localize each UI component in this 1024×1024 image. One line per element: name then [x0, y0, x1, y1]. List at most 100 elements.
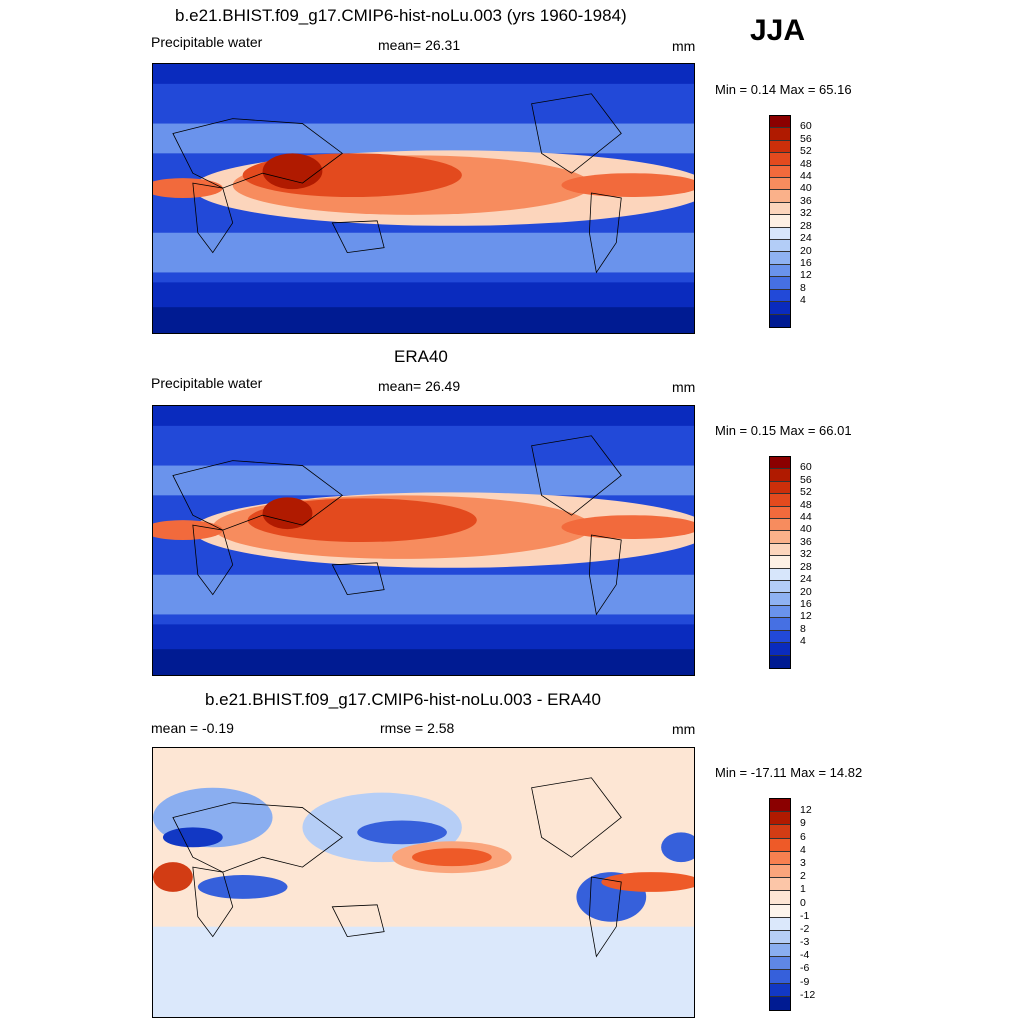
colorbar-tick-label: 28 [800, 560, 812, 573]
panel1-variable-label: Precipitable water [151, 34, 263, 50]
colorbar-segment [770, 190, 790, 203]
colorbar-tick-label: 52 [800, 145, 812, 158]
panel2-colorbar [769, 456, 791, 669]
panel1-minmax: Min = 0.14 Max = 65.16 [715, 82, 852, 97]
colorbar-tick-label: 24 [800, 573, 812, 586]
colorbar-segment [770, 469, 790, 482]
panel3-units-label: mm [672, 721, 696, 737]
colorbar-tick-label: 60 [800, 461, 812, 474]
colorbar-tick-label: 9 [800, 817, 806, 830]
colorbar-segment [770, 618, 790, 631]
colorbar-tick-label: 48 [800, 498, 812, 511]
colorbar-segment [770, 227, 790, 241]
colorbar-segment [770, 593, 790, 606]
colorbar-tick-label: -1 [800, 909, 810, 922]
colorbar-segment [770, 202, 790, 216]
colorbar-tick-label: 20 [800, 585, 812, 598]
colorbar-segment [770, 825, 790, 839]
colorbar-tick-label: 6 [800, 830, 806, 843]
colorbar-tick-label: 2 [800, 870, 806, 883]
colorbar-tick-label: -12 [800, 988, 816, 1001]
colorbar-segment [770, 252, 790, 265]
colorbar-tick-label: -3 [800, 936, 810, 949]
colorbar-tick-label: 16 [800, 597, 812, 610]
colorbar-segment [770, 605, 790, 619]
colorbar-segment [770, 519, 790, 532]
colorbar-segment [770, 655, 790, 668]
colorbar-tick-label: 56 [800, 132, 812, 145]
colorbar-tick-label: 40 [800, 523, 812, 536]
colorbar-tick-label: 12 [800, 269, 812, 282]
colorbar-segment [770, 302, 790, 315]
panel2-units-label: mm [672, 379, 696, 395]
colorbar-tick-label: 32 [800, 207, 812, 220]
colorbar-tick-label: 3 [800, 856, 806, 869]
colorbar-segment [770, 878, 790, 892]
colorbar-tick-label: 40 [800, 182, 812, 195]
colorbar-tick-label: 8 [800, 622, 806, 635]
panel1-colorbar [769, 115, 791, 328]
colorbar-tick-label: 1 [800, 883, 806, 896]
colorbar-segment [770, 864, 790, 879]
colorbar-segment [770, 917, 790, 931]
colorbar-segment [770, 314, 790, 327]
colorbar-tick-label: -9 [800, 975, 810, 988]
panel3-title: b.e21.BHIST.f09_g17.CMIP6-hist-noLu.003 … [205, 690, 601, 709]
colorbar-segment [770, 799, 790, 813]
colorbar-tick-label: 44 [800, 170, 812, 183]
panel2-minmax: Min = 0.15 Max = 66.01 [715, 423, 852, 438]
colorbar-segment [770, 957, 790, 971]
panel3-minmax: Min = -17.11 Max = 14.82 [715, 765, 863, 780]
panel3-map-svg [153, 748, 694, 1017]
colorbar-tick-label: 12 [800, 610, 812, 623]
colorbar-tick-label: -2 [800, 922, 810, 935]
panel2-map-svg [153, 406, 694, 675]
colorbar-tick-label: 36 [800, 194, 812, 207]
colorbar-segment [770, 264, 790, 278]
colorbar-tick-label: 8 [800, 281, 806, 294]
colorbar-tick-label: 36 [800, 535, 812, 548]
colorbar-tick-label: -4 [800, 949, 810, 962]
colorbar-tick-label: 4 [800, 635, 806, 648]
colorbar-segment [770, 944, 790, 958]
panel3-rmse-label: rmse = 2.58 [380, 720, 455, 736]
panel1-title: b.e21.BHIST.f09_g17.CMIP6-hist-noLu.003 … [175, 6, 627, 25]
colorbar-segment [770, 165, 790, 179]
colorbar-segment [770, 128, 790, 141]
colorbar-segment [770, 506, 790, 520]
colorbar-tick-label: 32 [800, 548, 812, 561]
colorbar-tick-label: 60 [800, 120, 812, 133]
colorbar-segment [770, 581, 790, 594]
colorbar-segment [770, 904, 790, 918]
colorbar-tick-label: 0 [800, 896, 806, 909]
colorbar-segment [770, 240, 790, 253]
panel2-variable-label: Precipitable water [151, 375, 263, 391]
panel1-map [152, 63, 695, 334]
panel2-map [152, 405, 695, 676]
panel3-mean-label: mean = -0.19 [151, 720, 234, 736]
colorbar-segment [770, 630, 790, 644]
colorbar-segment [770, 494, 790, 507]
colorbar-tick-label: 4 [800, 294, 806, 307]
panel2-mean-label: mean= 26.49 [378, 378, 461, 394]
colorbar-segment [770, 851, 790, 865]
panel1-mean-label: mean= 26.31 [378, 37, 461, 53]
colorbar-tick-label: 4 [800, 843, 806, 856]
colorbar-tick-label: 52 [800, 486, 812, 499]
colorbar-segment [770, 289, 790, 303]
colorbar-segment [770, 812, 790, 826]
colorbar-segment [770, 215, 790, 228]
colorbar-tick-label: 24 [800, 232, 812, 245]
panel1-map-svg [153, 64, 694, 333]
colorbar-segment [770, 457, 790, 470]
colorbar-segment [770, 153, 790, 166]
colorbar-segment [770, 983, 790, 997]
colorbar-tick-label: 20 [800, 244, 812, 257]
colorbar-segment [770, 277, 790, 290]
colorbar-tick-label: 16 [800, 256, 812, 269]
colorbar-segment [770, 643, 790, 656]
colorbar-tick-label: -6 [800, 962, 810, 975]
colorbar-segment [770, 531, 790, 544]
panel3-colorbar [769, 798, 791, 1011]
colorbar-segment [770, 178, 790, 191]
